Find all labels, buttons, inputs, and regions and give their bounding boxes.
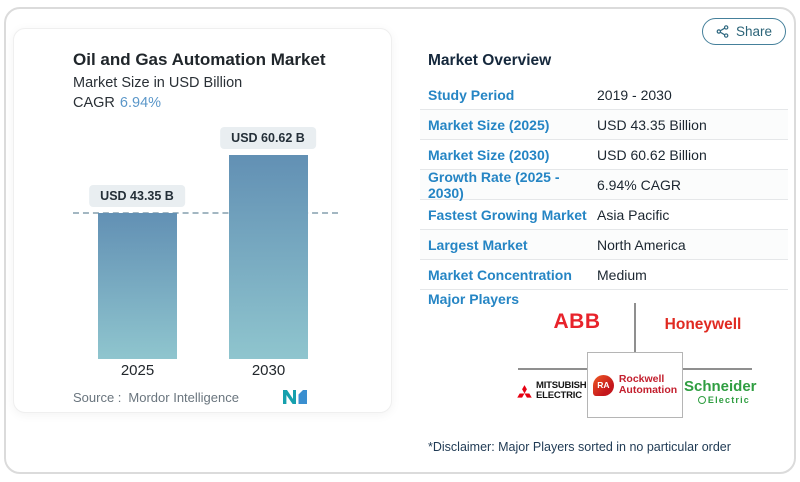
cagr-value: 6.94% [119, 95, 162, 111]
row-value: North America [597, 236, 686, 253]
tree-horizontal-line-left [518, 368, 587, 370]
row-value: Medium [597, 266, 647, 283]
source-label: Source : [73, 390, 122, 405]
reference-dashed-line [73, 212, 338, 214]
schneider-line1: Schneider [684, 378, 757, 395]
mitsubishi-line1: MITSUBISHI [536, 380, 589, 391]
tree-vertical-line [634, 303, 636, 353]
share-button[interactable]: Share [702, 18, 787, 45]
schneider-circle-icon [697, 396, 706, 404]
row-label: Market Concentration [428, 266, 572, 283]
source-caption: Source : Mordor Intelligence [73, 390, 239, 405]
table-row: Market Concentration Medium [420, 260, 788, 290]
bar-2030 [229, 155, 308, 359]
row-value: 6.94% CAGR [597, 176, 682, 193]
source-value: Mordor Intelligence [128, 390, 239, 405]
table-row: Market Size (2030) USD 60.62 Billion [420, 140, 788, 170]
row-label: Fastest Growing Market [428, 206, 587, 223]
abb-logo: ABB [553, 310, 601, 333]
bar-2025 [98, 213, 177, 359]
chart-cagr: CAGR 6.94% [73, 95, 161, 111]
mitsubishi-line2: ELECTRIC [536, 390, 582, 401]
rockwell-line2: Automation [618, 384, 678, 396]
row-value: 2019 - 2030 [597, 86, 672, 103]
rockwell-automation-logo: RA Rockwell Automation [587, 352, 683, 418]
share-nodes-icon [716, 25, 729, 38]
mitsubishi-diamonds-icon [516, 384, 533, 399]
tree-horizontal-line-right [683, 368, 752, 370]
row-label: Market Size (2025) [428, 116, 550, 133]
table-row: Largest Market North America [420, 230, 788, 260]
rockwell-ra-badge-icon: RA [592, 374, 614, 396]
schneider-electric-logo: Schneider Electric [684, 378, 757, 405]
overview-heading: Market Overview [428, 52, 552, 69]
row-label: Largest Market [428, 236, 528, 253]
overview-table: Study Period 2019 - 2030 Market Size (202… [420, 80, 788, 290]
honeywell-logo: Honeywell [664, 316, 742, 333]
mordor-intelligence-logo [283, 390, 307, 404]
table-row: Fastest Growing Market Asia Pacific [420, 200, 788, 230]
major-players-label: Major Players [428, 291, 520, 307]
chart-subtitle: Market Size in USD Billion [73, 75, 243, 91]
bar-value-label-2025: USD 43.35 B [89, 185, 185, 207]
chart-title: Oil and Gas Automation Market [73, 50, 326, 69]
row-value: USD 60.62 Billion [597, 146, 707, 163]
rockwell-line1: Rockwell [618, 373, 665, 385]
table-row: Study Period 2019 - 2030 [420, 80, 788, 110]
row-label: Study Period [428, 86, 515, 103]
row-label: Growth Rate (2025 - 2030) [428, 168, 560, 201]
mitsubishi-electric-logo: MITSUBISHI ELECTRIC [516, 381, 589, 401]
row-value: USD 43.35 Billion [597, 116, 707, 133]
chart-card [13, 28, 392, 413]
table-row: Market Size (2025) USD 43.35 Billion [420, 110, 788, 140]
bar-value-label-2030: USD 60.62 B [220, 127, 316, 149]
x-axis-label-2025: 2025 [120, 362, 155, 379]
share-button-label: Share [736, 24, 773, 39]
row-value: Asia Pacific [597, 206, 670, 223]
cagr-label: CAGR [73, 95, 115, 111]
table-row: Growth Rate (2025 - 2030) 6.94% CAGR [420, 168, 788, 201]
row-label: Market Size (2030) [428, 146, 550, 163]
schneider-line2: Electric [707, 395, 750, 405]
x-axis-label-2030: 2030 [251, 362, 286, 379]
disclaimer-text: *Disclaimer: Major Players sorted in no … [428, 440, 731, 454]
